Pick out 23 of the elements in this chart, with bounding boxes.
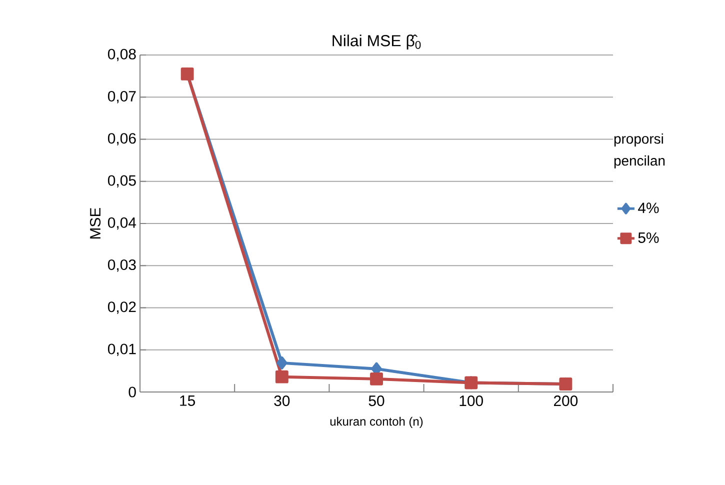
y-tick-label: 0 [128, 386, 136, 398]
point [370, 372, 383, 386]
y-axis-title: MSE [90, 208, 101, 238]
legend-label: 5% [638, 232, 659, 243]
chart-title: Nilai MSE β̂$_{0}$ [332, 34, 421, 50]
point [275, 370, 288, 384]
y-tick-label: 0,02 [108, 302, 136, 314]
y-tick-label: 0,08 [108, 48, 136, 62]
x-tick-label: 50 [368, 396, 384, 406]
y-tick-label: 0,01 [108, 344, 136, 356]
y-tick-label: 0,05 [108, 175, 136, 188]
y-tick-label: 0,04 [108, 217, 136, 230]
y-tick-label: 0,07 [108, 90, 136, 104]
x-tick-label: 30 [274, 396, 290, 406]
x-tick-label: 15 [180, 396, 195, 406]
x-tick-label: 200 [554, 396, 578, 406]
x-axis-title: ukuran contoh (n) [330, 416, 423, 428]
legend-title: proporsi pencilan [614, 134, 665, 168]
x-tick-label: 100 [460, 396, 483, 406]
point [276, 356, 288, 370]
y-tick-label: 0,06 [108, 133, 136, 146]
y-tick-label: 0,03 [108, 259, 136, 272]
legend-label: 4% [638, 202, 659, 214]
